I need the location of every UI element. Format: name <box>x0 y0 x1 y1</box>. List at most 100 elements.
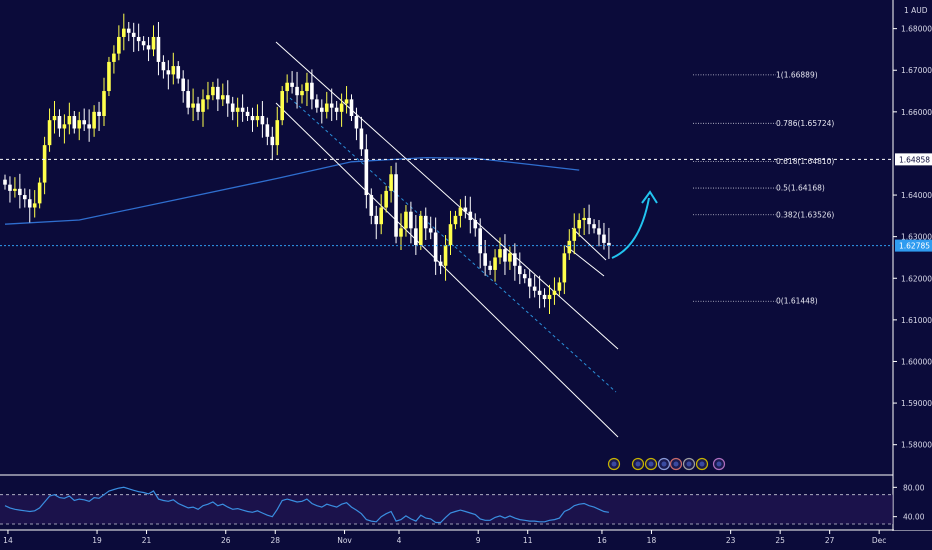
candle-body <box>592 224 596 229</box>
event-icon[interactable] <box>682 457 696 471</box>
candle-body <box>463 207 468 212</box>
candle-body <box>280 91 284 121</box>
candle-body <box>290 82 294 87</box>
candle-body <box>151 36 156 50</box>
candle-body <box>72 116 77 129</box>
candle-body <box>582 217 586 221</box>
candle-body <box>206 95 210 100</box>
candle-body <box>542 294 547 300</box>
candle-body <box>577 220 581 229</box>
event-icon[interactable] <box>695 457 709 471</box>
candle-body <box>379 207 383 225</box>
time-tick-label: 16 <box>597 536 607 545</box>
candle-body <box>37 182 42 204</box>
candle-body <box>18 188 22 196</box>
candle-body <box>503 249 507 262</box>
candle-body <box>295 86 299 96</box>
candle-body <box>384 190 388 208</box>
projection-arrow <box>611 190 658 259</box>
candle-body <box>448 224 453 245</box>
event-icon[interactable] <box>669 457 683 471</box>
flag-lower-line <box>565 245 605 277</box>
channel-median-line <box>289 97 617 393</box>
candle-body <box>77 120 82 129</box>
level-tag-label: 1.64858 <box>899 155 930 164</box>
time-tick-label: 28 <box>270 536 280 545</box>
fib-level-label: 1(1.66889) <box>776 70 818 79</box>
time-axis[interactable]: 14 19 21 26 28 Nov 4 9 11 16 18 23 25 27 Dec <box>0 530 932 550</box>
price-tick-label: 1.66000 <box>901 108 932 117</box>
price-tag-label: 1.62785 <box>899 242 930 251</box>
event-icon[interactable] <box>631 457 645 471</box>
candle-body <box>428 228 433 233</box>
candle-body <box>443 244 448 266</box>
candle-body <box>235 107 240 112</box>
candle-body <box>359 128 364 150</box>
candle-body <box>275 120 280 146</box>
candle-body <box>112 53 116 62</box>
candle-body <box>42 145 47 183</box>
candle-body <box>3 179 7 185</box>
rsi-line <box>4 486 609 524</box>
price-tick-label: 1.59000 <box>901 399 932 408</box>
event-icons[interactable] <box>607 457 726 471</box>
candle-body <box>547 294 552 300</box>
event-icon-dot <box>635 461 641 467</box>
candle-body <box>191 103 195 108</box>
price-tick-label: 1.61000 <box>901 316 932 325</box>
candle-body <box>221 95 225 100</box>
rsi-pane[interactable] <box>0 486 893 525</box>
candle-body <box>62 124 67 129</box>
candle-body <box>47 120 52 146</box>
event-icon-dot <box>686 461 692 467</box>
candle-body <box>211 86 215 96</box>
candle-body <box>532 286 537 291</box>
candle-body <box>13 188 17 191</box>
candle-body <box>423 215 428 229</box>
time-tick-label: 23 <box>726 536 736 545</box>
price-tag-box <box>895 239 932 252</box>
candle-body <box>478 228 482 254</box>
candle-body <box>483 253 487 266</box>
time-tick-label: 9 <box>476 536 481 545</box>
candle-body <box>161 61 166 71</box>
candle-body <box>320 107 324 112</box>
time-tick-label: 4 <box>397 536 402 545</box>
candle-body <box>315 99 319 108</box>
event-icon[interactable] <box>657 457 671 471</box>
fib-level-label: 0.382(1.63526) <box>776 210 834 219</box>
candle-body <box>473 220 478 229</box>
rsi-band-fill <box>0 494 893 524</box>
candle-body <box>171 66 176 75</box>
price-tick-label: 1.64000 <box>901 191 932 200</box>
event-icon[interactable] <box>712 457 726 471</box>
candle-body <box>468 211 473 221</box>
event-icon[interactable] <box>644 457 658 471</box>
candle-body <box>597 228 601 235</box>
moving-average-line <box>4 156 580 225</box>
candle-body <box>557 282 562 291</box>
candle-body <box>374 215 379 225</box>
candle-body <box>141 41 146 46</box>
event-icon-dot <box>648 461 654 467</box>
price-axis[interactable]: 1 AUD 1.58000 1.59000 1.60000 1.61000 1.62000… <box>893 0 932 530</box>
event-icon-dot <box>611 461 617 467</box>
candle-body <box>364 149 369 196</box>
time-tick-label: 27 <box>825 536 835 545</box>
candle-body <box>488 265 492 270</box>
time-tick-label: 14 <box>3 536 13 545</box>
candle-body <box>117 36 121 54</box>
candle-body <box>587 217 591 225</box>
time-tick-label: 11 <box>523 536 533 545</box>
candle-body <box>513 253 517 266</box>
moving-average <box>4 156 580 225</box>
candle-body <box>300 91 304 96</box>
event-icon[interactable] <box>607 457 621 471</box>
candle-body <box>602 234 606 243</box>
candle-body <box>438 261 443 266</box>
candle-body <box>285 82 289 92</box>
price-tick-label: 1.60000 <box>901 357 932 366</box>
rsi-tick-label: 40.00 <box>903 513 925 522</box>
candle-body <box>414 228 418 245</box>
